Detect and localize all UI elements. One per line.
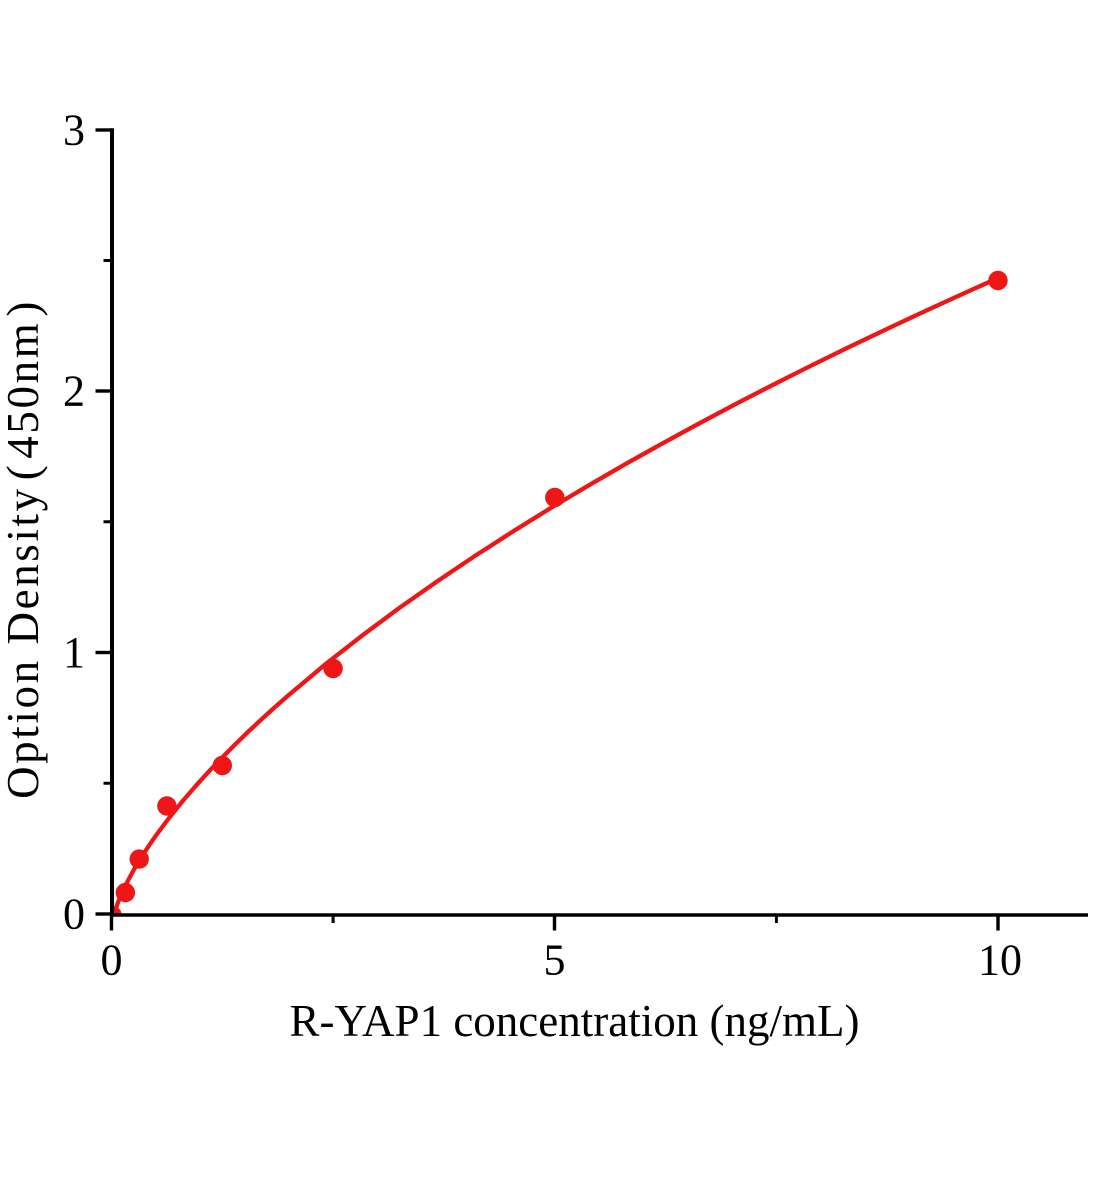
svg-text:Option Density(450nm): Option Density(450nm) (0, 299, 48, 799)
svg-text:1: 1 (63, 628, 85, 677)
svg-text:10: 10 (978, 936, 1022, 985)
svg-text:0: 0 (101, 936, 123, 985)
svg-text:0: 0 (63, 890, 85, 939)
svg-text:3: 3 (63, 106, 85, 155)
svg-text:5: 5 (544, 936, 566, 985)
svg-text:2: 2 (63, 367, 85, 416)
svg-text:R-YAP1 concentration (ng/mL): R-YAP1 concentration (ng/mL) (290, 996, 860, 1046)
